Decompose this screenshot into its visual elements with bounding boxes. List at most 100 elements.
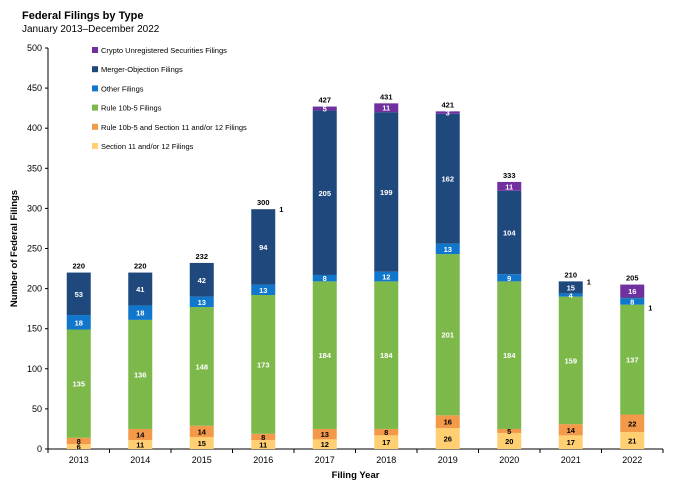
bar-segment-2022-s0	[620, 432, 645, 449]
data-label-2014-s4: 41	[136, 285, 144, 294]
bar-segment-2018-s2	[374, 281, 399, 429]
data-label-2021-s1: 14	[567, 426, 576, 435]
data-label-2018-s0: 17	[382, 438, 390, 447]
data-label-2015-s4: 42	[198, 276, 206, 285]
legend-swatch-5	[92, 143, 98, 149]
data-label-2019-s2: 201	[441, 331, 454, 340]
data-label-2013-s1: 8	[77, 437, 81, 446]
y-tick-label: 50	[32, 404, 42, 414]
data-label-2013-s0: 6	[77, 443, 81, 452]
bar-segment-2020-s1	[497, 428, 522, 433]
bar-segment-2022-s2	[620, 304, 645, 415]
y-tick-label: 0	[37, 444, 42, 454]
bar-segment-2017-s1	[312, 428, 337, 440]
data-label-2017-s0: 12	[321, 440, 329, 449]
x-tick-label: 2015	[192, 455, 212, 465]
legend-swatch-2	[92, 85, 98, 92]
y-tick-label: 300	[27, 203, 42, 213]
bar-segment-2019-s0	[435, 428, 460, 449]
data-label-2018-s1: 8	[384, 428, 388, 437]
data-label-2018-s5: 11	[382, 104, 390, 113]
bar-segment-2019-s4	[435, 113, 460, 244]
bar-segment-2018-s4	[374, 112, 399, 272]
data-label-2016-s3: 13	[259, 286, 267, 295]
bar-segment-2017-s0	[312, 439, 337, 449]
bar-segment-2014-s0	[128, 440, 153, 449]
bar-segment-2013-s4	[66, 272, 91, 316]
bar-segment-2014-s1	[128, 428, 153, 441]
bar-segment-2019-s5	[435, 111, 460, 114]
bar-segment-2017-s2	[312, 281, 337, 429]
x-axis-title: Filing Year	[332, 470, 380, 481]
data-label-2016-s1: 8	[261, 433, 265, 442]
bar-segment-2022-s4	[620, 297, 645, 299]
legend-swatch-3	[92, 104, 98, 111]
data-label-2021-s2: 159	[564, 356, 577, 365]
y-axis-title: Number of Federal Filings	[9, 190, 20, 307]
bar-segment-2015-s0	[189, 436, 214, 449]
total-label-2021: 210	[564, 270, 577, 279]
legend-swatch-1	[92, 66, 98, 73]
bar-segment-2021-s4	[558, 281, 583, 294]
data-label-2018-s2: 184	[380, 351, 393, 360]
legend-label-5: Section 11 and/or 12 Filings	[101, 142, 194, 151]
data-label-2019-s4: 162	[441, 175, 454, 184]
legend-swatch-4	[92, 123, 98, 130]
legend-label-3: Rule 10b-5 Filings	[101, 104, 162, 113]
chart-subtitle: January 2013–December 2022	[22, 24, 160, 35]
data-label-2020-s3: 9	[507, 274, 511, 283]
x-tick-label: 2014	[130, 455, 150, 465]
legend-swatch-0	[92, 47, 98, 53]
bar-segment-2017-s4	[312, 110, 337, 275]
chart-title: Federal Filings by Type	[22, 10, 144, 22]
bar-segment-2019-s2	[435, 254, 460, 416]
data-label-2021-s0: 17	[567, 438, 575, 447]
outside-label-2016: 1	[279, 205, 283, 214]
x-tick-label: 2019	[438, 455, 458, 465]
y-tick-label: 200	[27, 284, 42, 294]
bar-segment-2015-s3	[189, 296, 214, 308]
bar-segment-2016-s2	[251, 295, 276, 434]
data-label-2014-s0: 11	[136, 441, 144, 450]
bar-segment-2016-s4	[251, 209, 276, 285]
total-label-2015: 232	[195, 252, 208, 261]
legend-label-2: Other Filings	[101, 84, 144, 93]
bar-segment-2015-s2	[189, 307, 214, 426]
total-label-2014: 220	[134, 262, 147, 271]
data-label-2014-s2: 136	[134, 370, 147, 379]
bar-segment-2014-s4	[128, 272, 153, 306]
total-label-2022: 205	[626, 274, 639, 283]
bar-segment-2020-s4	[497, 190, 522, 275]
data-label-2017-s2: 184	[318, 351, 331, 360]
bar-segment-2021-s2	[558, 296, 583, 425]
bar-segment-2021-s1	[558, 424, 583, 436]
data-label-2020-s5: 11	[505, 182, 513, 191]
data-label-2020-s1: 5	[507, 427, 511, 436]
total-label-2020: 333	[503, 171, 516, 180]
bar-segment-2022-s3	[620, 298, 645, 305]
bar-segment-2017-s5	[312, 106, 337, 111]
bar-segment-2018-s1	[374, 428, 399, 436]
data-label-2022-s2: 137	[626, 356, 639, 365]
data-label-2016-s0: 11	[259, 441, 267, 450]
bar-segment-2013-s0	[66, 444, 91, 449]
x-tick-label: 2020	[499, 455, 519, 465]
total-label-2018: 431	[380, 92, 393, 101]
bar-segment-2013-s3	[66, 315, 91, 330]
bar-segment-2016-s3	[251, 284, 276, 296]
x-tick-label: 2018	[376, 455, 396, 465]
data-label-2013-s3: 18	[75, 318, 83, 327]
bar-segment-2021-s0	[558, 435, 583, 449]
legend-label-4: Rule 10b-5 and Section 11 and/or 12 Fili…	[101, 123, 247, 132]
data-label-2019-s3: 13	[444, 245, 452, 254]
bar-segment-2016-s0	[251, 440, 276, 449]
data-label-2017-s3: 8	[323, 274, 327, 283]
bar-segment-2022-s1	[620, 414, 645, 433]
bar-segment-2018-s3	[374, 271, 399, 282]
data-label-2020-s0: 20	[505, 437, 513, 446]
total-label-2017: 427	[318, 96, 331, 105]
data-label-2015-s0: 15	[198, 439, 206, 448]
x-tick-label: 2017	[315, 455, 335, 465]
